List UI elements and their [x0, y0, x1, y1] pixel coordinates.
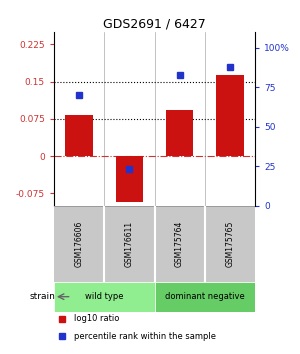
Text: GSM175765: GSM175765	[225, 221, 234, 267]
Bar	[104, 206, 154, 282]
Text: dominant negative: dominant negative	[165, 292, 244, 301]
Bar	[65, 115, 93, 156]
Bar	[116, 156, 143, 202]
Text: GSM176606: GSM176606	[75, 221, 84, 267]
Bar	[166, 110, 194, 156]
Text: GSM175764: GSM175764	[175, 221, 184, 267]
Text: wild type: wild type	[85, 292, 124, 301]
Bar	[205, 206, 255, 282]
Bar	[216, 75, 244, 156]
Bar	[154, 282, 255, 312]
Bar	[154, 206, 205, 282]
Text: percentile rank within the sample: percentile rank within the sample	[74, 332, 216, 341]
Text: GSM176611: GSM176611	[125, 221, 134, 267]
Bar	[54, 282, 154, 312]
Title: GDS2691 / 6427: GDS2691 / 6427	[103, 18, 206, 31]
Bar	[54, 206, 104, 282]
Text: log10 ratio: log10 ratio	[74, 314, 119, 323]
Text: strain: strain	[29, 292, 55, 301]
